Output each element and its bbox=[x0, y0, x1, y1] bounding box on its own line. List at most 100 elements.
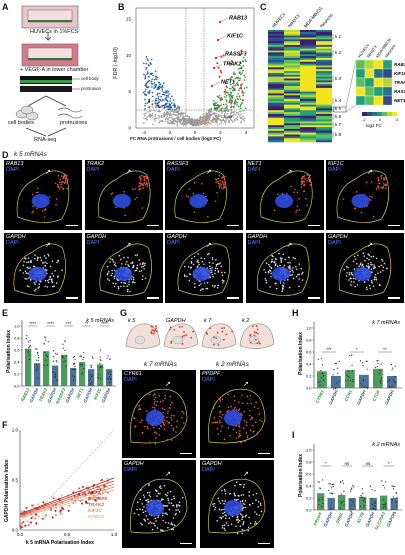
rna-spot bbox=[306, 174, 309, 176]
data-point bbox=[163, 94, 166, 96]
diagram-rna bbox=[183, 331, 185, 333]
rna-spot bbox=[173, 497, 176, 500]
data-point bbox=[156, 104, 158, 107]
rna-spot bbox=[49, 265, 52, 267]
data-point bbox=[396, 505, 398, 507]
rna-spot bbox=[292, 191, 295, 194]
rna-spot bbox=[219, 421, 221, 424]
rna-spot bbox=[181, 496, 184, 499]
rna-spot bbox=[383, 178, 386, 181]
rna-spot bbox=[133, 269, 136, 271]
data-point bbox=[376, 365, 379, 368]
rna-spot bbox=[368, 284, 371, 286]
cell-image bbox=[259, 170, 313, 223]
rna-spot bbox=[222, 413, 224, 416]
rna-spot bbox=[307, 180, 310, 183]
rna-spot bbox=[365, 286, 368, 288]
rna-spot bbox=[146, 177, 149, 179]
data-point bbox=[145, 62, 148, 65]
colorbar-segment bbox=[392, 112, 397, 116]
rna-spot bbox=[153, 522, 155, 525]
rna-spot bbox=[234, 406, 236, 409]
rna-spot bbox=[197, 258, 199, 261]
data-point bbox=[242, 94, 244, 97]
y-axis-label: Polarisation Index bbox=[298, 454, 304, 497]
data-point bbox=[65, 355, 67, 357]
rna-spot bbox=[125, 284, 128, 287]
category-label: GAPDH bbox=[46, 387, 57, 404]
k5-point bbox=[240, 83, 243, 86]
rna-spot bbox=[350, 280, 353, 282]
data-point bbox=[353, 486, 355, 488]
rna-spot bbox=[370, 267, 373, 270]
heatmap-cell bbox=[268, 93, 284, 96]
data-point bbox=[64, 349, 66, 352]
rna-spot bbox=[224, 175, 226, 178]
rna-spot bbox=[216, 267, 219, 270]
data-point bbox=[146, 102, 149, 104]
data-point bbox=[151, 95, 154, 98]
rna-spot bbox=[241, 518, 243, 521]
rna-spot bbox=[170, 439, 173, 441]
rna-spot bbox=[383, 262, 386, 264]
rna-spot bbox=[214, 506, 217, 509]
rna-spot bbox=[233, 399, 236, 402]
k5-point bbox=[220, 71, 223, 74]
heatmap-cell bbox=[284, 80, 300, 83]
rna-spot bbox=[177, 504, 180, 506]
rna-spot bbox=[145, 182, 147, 185]
rna-spot bbox=[303, 175, 306, 177]
data-point bbox=[359, 360, 362, 362]
colorbar-segment bbox=[377, 112, 382, 116]
data-point bbox=[103, 484, 106, 487]
data-point bbox=[214, 107, 217, 109]
rna-spot bbox=[289, 185, 292, 188]
rna-spot bbox=[161, 407, 164, 409]
data-point bbox=[99, 488, 102, 491]
rna-spot bbox=[212, 407, 215, 410]
rna-spot bbox=[31, 211, 34, 214]
data-point bbox=[337, 372, 339, 374]
diagram-rna bbox=[252, 325, 254, 328]
heatmap-cell bbox=[268, 58, 284, 61]
gene-label: TRAK2 bbox=[86, 161, 105, 167]
rna-spot bbox=[228, 493, 231, 495]
legend-label: q < 0.05 FC > 1.5 bbox=[148, 104, 180, 109]
cell-image bbox=[98, 243, 152, 296]
rna-spot bbox=[154, 431, 156, 433]
data-point bbox=[232, 95, 234, 97]
heatmap-cell bbox=[300, 43, 316, 46]
heatmap-cell bbox=[268, 39, 284, 42]
x-tick-label: -4 bbox=[142, 130, 146, 135]
rna-spot bbox=[44, 285, 46, 287]
rna-spot bbox=[274, 282, 277, 284]
rna-spot bbox=[163, 419, 166, 421]
rna-spot bbox=[277, 252, 280, 254]
data-point bbox=[157, 97, 160, 100]
data-point bbox=[360, 383, 362, 385]
rna-spot bbox=[62, 187, 64, 190]
rna-spot bbox=[47, 254, 50, 257]
chart-title: k 5 mRNAs bbox=[86, 318, 114, 324]
rna-spot bbox=[44, 268, 47, 270]
significance-label: * bbox=[325, 461, 327, 466]
data-point bbox=[228, 119, 230, 122]
rna-spot bbox=[343, 268, 345, 270]
rna-spot bbox=[144, 177, 147, 180]
rna-spot bbox=[217, 270, 220, 273]
data-point bbox=[377, 362, 379, 365]
data-point bbox=[145, 55, 148, 58]
rna-spot bbox=[274, 257, 276, 260]
data-point bbox=[233, 110, 236, 113]
data-point bbox=[159, 83, 162, 85]
gene-label: KIF1C bbox=[328, 161, 344, 167]
data-point bbox=[172, 104, 175, 107]
rna-spot bbox=[23, 260, 25, 262]
rna-spot bbox=[58, 188, 61, 190]
data-point bbox=[154, 102, 156, 104]
rna-spot bbox=[353, 280, 355, 283]
heatmap-cell bbox=[316, 91, 332, 94]
rna-spot bbox=[153, 400, 156, 403]
data-point bbox=[158, 115, 161, 117]
heatmap-cell bbox=[284, 134, 300, 137]
